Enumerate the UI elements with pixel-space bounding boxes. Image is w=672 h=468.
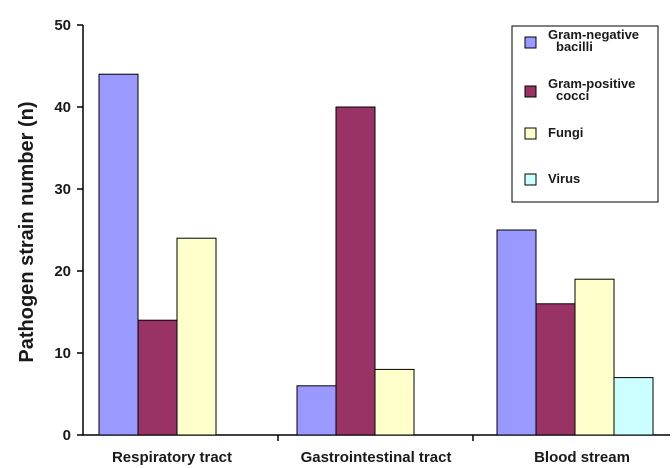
x-axis-categories: Respiratory tract Gastrointestinal tract B… <box>112 449 630 466</box>
legend-swatch <box>524 127 537 140</box>
legend-label: Fungi <box>548 125 583 140</box>
legend-label: Virus <box>548 171 580 186</box>
x-category-label: Blood stream <box>534 449 630 466</box>
x-category-label: Gastrointestinal tract <box>301 449 452 466</box>
y-tick-label: 30 <box>54 181 71 198</box>
bar-gram-positive-cocci <box>535 303 576 436</box>
bar-gram-negative-bacilli <box>296 385 337 436</box>
y-tick-label: 0 <box>63 427 71 444</box>
chart-bars <box>98 73 654 436</box>
bar-virus <box>613 377 654 436</box>
y-tick-label: 50 <box>54 17 71 34</box>
x-category-label: Respiratory tract <box>112 449 232 466</box>
bar-gram-positive-cocci <box>335 106 376 436</box>
y-tick-label: 10 <box>54 345 71 362</box>
y-axis-label: Pathogen strain number (n) <box>16 101 38 362</box>
legend-label: Gram-negative bacilli <box>548 27 639 54</box>
bar-gram-negative-bacilli <box>496 229 537 436</box>
legend-swatch <box>524 173 537 186</box>
legend: Gram-negative bacilli Gram-positive cocci Fu… <box>511 25 659 203</box>
bar-fungi <box>574 278 615 436</box>
legend-box <box>511 25 659 203</box>
y-axis-ticks: 0 10 20 30 40 50 <box>54 17 474 444</box>
bar-fungi <box>176 237 217 436</box>
bar-fungi <box>374 368 415 436</box>
legend-label: Gram-positive cocci <box>548 76 635 103</box>
legend-swatch <box>524 36 537 49</box>
y-tick-label: 20 <box>54 263 71 280</box>
bar-gram-positive-cocci <box>137 319 178 436</box>
bar-gram-negative-bacilli <box>98 73 139 436</box>
legend-swatch <box>524 85 537 98</box>
y-tick-label: 40 <box>54 99 71 116</box>
